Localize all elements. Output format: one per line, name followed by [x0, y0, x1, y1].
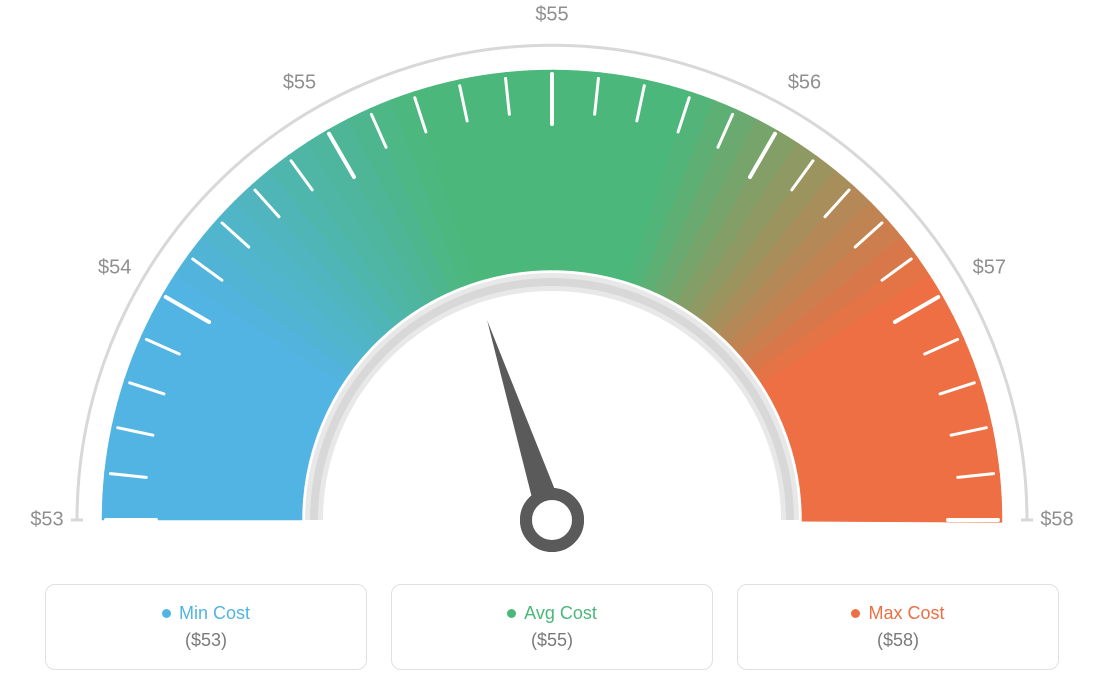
legend-avg-box: Avg Cost ($55)	[391, 584, 713, 670]
legend-max-value: ($58)	[877, 630, 919, 651]
legend-avg-title: Avg Cost	[507, 603, 597, 624]
legend-avg-label: Avg Cost	[524, 603, 597, 624]
gauge-tick-label: $54	[98, 256, 131, 279]
legend-min-title: Min Cost	[162, 603, 250, 624]
legend-max-label: Max Cost	[868, 603, 944, 624]
gauge-tick-label: $55	[283, 71, 316, 94]
legend-min-value: ($53)	[185, 630, 227, 651]
gauge-area: $53 $54 $55 $55 $56 $57 $58	[0, 0, 1104, 560]
legend-min-dot	[162, 609, 171, 618]
legend-min-box: Min Cost ($53)	[45, 584, 367, 670]
legend-max-box: Max Cost ($58)	[737, 584, 1059, 670]
legend-min-label: Min Cost	[179, 603, 250, 624]
legend-max-dot	[851, 609, 860, 618]
gauge-tick-label: $58	[1040, 509, 1073, 532]
legend-max-title: Max Cost	[851, 603, 944, 624]
legend-avg-dot	[507, 609, 516, 618]
legend-avg-value: ($55)	[531, 630, 573, 651]
gauge-tick-label: $55	[535, 4, 568, 27]
gauge-tick-label: $53	[30, 509, 63, 532]
legend-row: Min Cost ($53) Avg Cost ($55) Max Cost (…	[0, 584, 1104, 670]
gauge-chart-container: $53 $54 $55 $55 $56 $57 $58 Min Cost ($53) Avg…	[0, 0, 1104, 690]
gauge-tick-label: $57	[973, 256, 1006, 279]
gauge-svg	[0, 0, 1104, 560]
gauge-tick-label: $56	[788, 71, 821, 94]
